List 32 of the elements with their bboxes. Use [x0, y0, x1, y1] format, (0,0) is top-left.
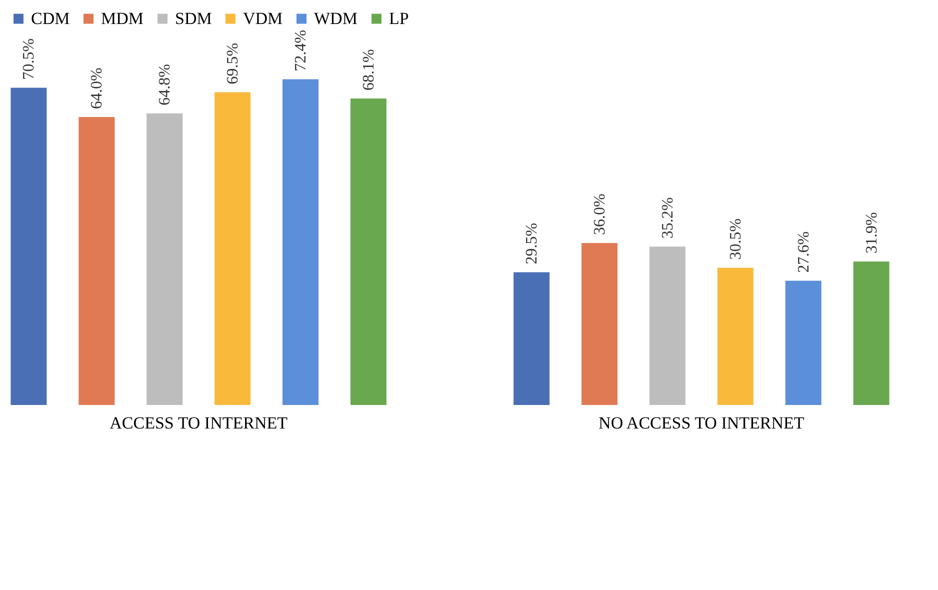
legend-label: MDM: [101, 8, 144, 28]
legend-label: VDM: [243, 8, 283, 28]
data-label: 36.0%: [592, 194, 608, 235]
bar: [214, 92, 251, 405]
legend-label: LP: [389, 8, 409, 28]
bar: [146, 113, 183, 405]
legend-label: SDM: [175, 8, 212, 28]
data-label: 72.4%: [292, 30, 310, 72]
bar: [853, 261, 890, 405]
legend-label: WDM: [314, 8, 358, 28]
data-label: 70.5%: [20, 38, 38, 80]
data-label: 64.8%: [156, 64, 174, 106]
bar: [282, 79, 318, 405]
data-label: 27.6%: [795, 231, 812, 273]
bar: [78, 117, 115, 405]
bar: [10, 88, 47, 405]
data-label: 64.0%: [88, 68, 106, 109]
data-label: 31.9%: [863, 212, 880, 254]
bar: [514, 272, 550, 405]
legend-label: CDM: [31, 8, 70, 28]
bar: [717, 268, 754, 405]
data-label: 29.5%: [524, 222, 541, 264]
bar: [582, 243, 618, 405]
x-tick-label: NO ACCESS TO INTERNET: [598, 414, 805, 432]
x-tick-label: ACCESS TO INTERNET: [110, 414, 288, 432]
data-label: 30.5%: [727, 218, 744, 260]
bar: [785, 280, 822, 405]
bar: [350, 98, 386, 405]
data-label: 35.2%: [659, 197, 676, 239]
data-label: 69.5%: [224, 42, 242, 84]
bar: [649, 246, 686, 405]
data-label: 68.1%: [360, 49, 378, 91]
